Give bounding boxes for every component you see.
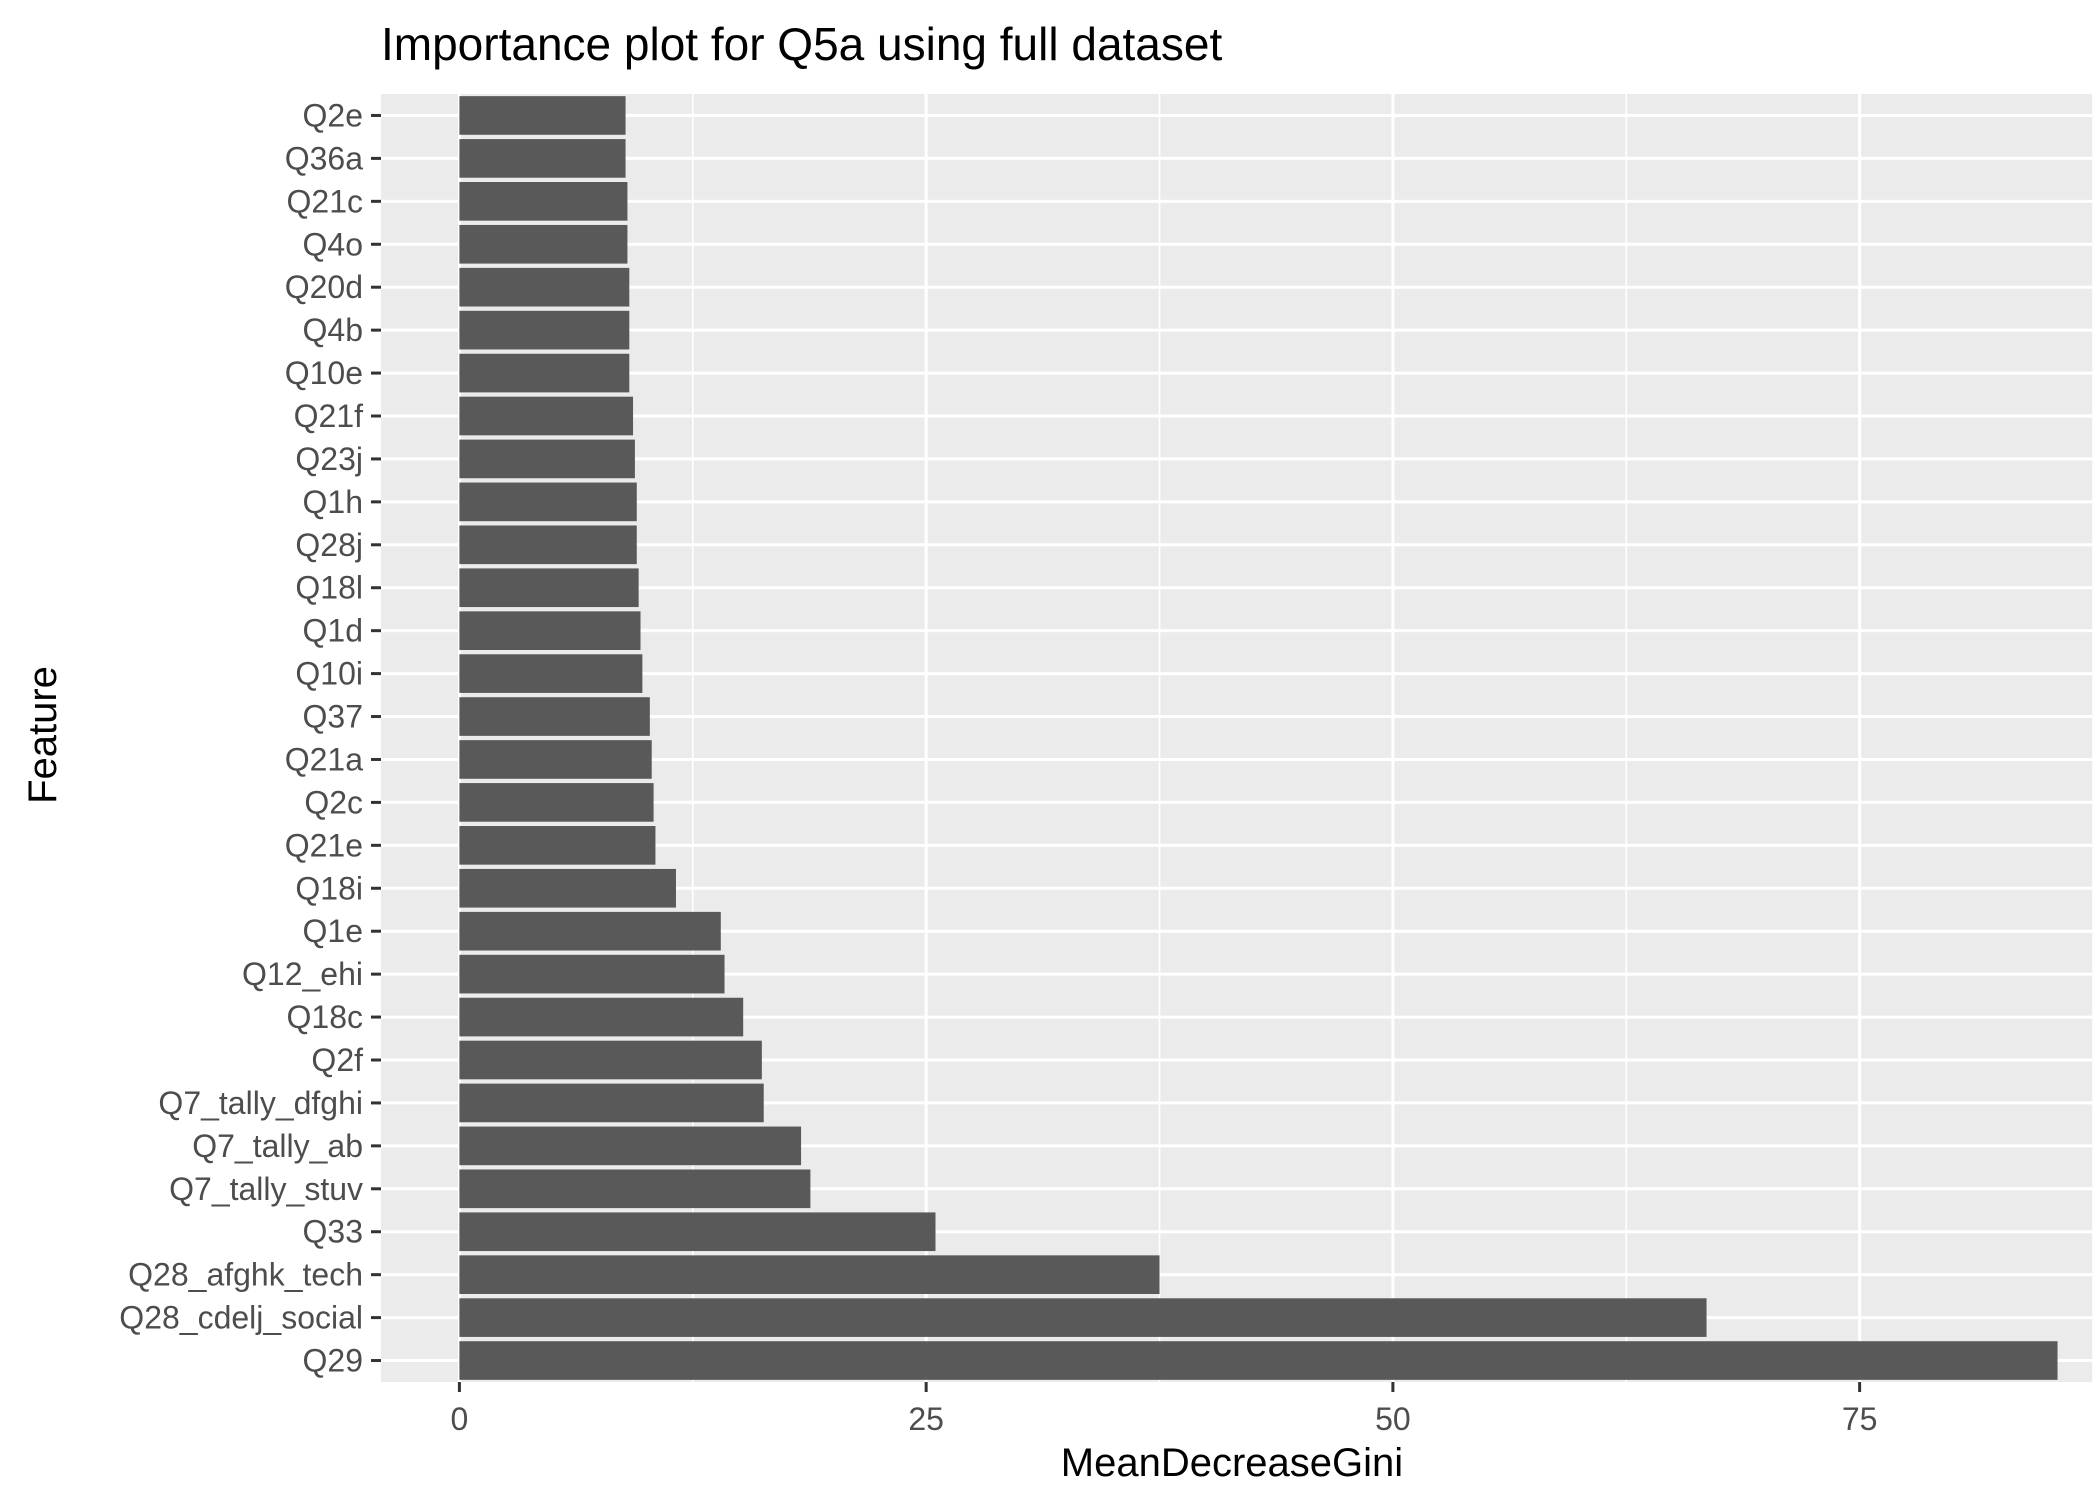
- y-tick-label: Q28_cdelj_social: [119, 1300, 363, 1336]
- y-tick-label: Q23j: [295, 441, 363, 477]
- y-tick-label: Q1e: [303, 913, 363, 949]
- bar-Q29: [459, 1341, 2058, 1380]
- bar-Q1d: [459, 611, 641, 650]
- y-axis: Q2e Q36a Q21c Q4o Q20d Q4b Q10e Q21f Q23j Q1h Q28j…: [119, 97, 381, 1379]
- y-tick-label: Q1d: [303, 613, 363, 649]
- y-tick-label: Q1h: [303, 484, 363, 520]
- bar-Q21c: [459, 182, 628, 221]
- bar-Q2f: [459, 1040, 762, 1080]
- y-tick-label: Q4o: [303, 226, 363, 262]
- bar-Q28_cdelj_social: [459, 1298, 1707, 1337]
- bar-Q18c: [459, 997, 744, 1037]
- bar-Q20d: [459, 267, 630, 307]
- bar-Q33: [459, 1212, 936, 1252]
- bar-Q21f: [459, 396, 634, 436]
- x-axis: 0 25 50 75: [451, 1382, 1878, 1437]
- y-tick-label: Q10i: [295, 656, 363, 692]
- y-tick-label: Q7_tally_dfghi: [158, 1085, 363, 1121]
- bar-Q7_tally_ab: [459, 1126, 802, 1166]
- x-tick-label: 25: [908, 1401, 944, 1437]
- x-axis-title: MeanDecreaseGini: [1061, 1441, 1403, 1485]
- bar-Q28j: [459, 525, 637, 565]
- y-tick-label: Q18i: [295, 870, 363, 906]
- bar-Q4o: [459, 224, 628, 264]
- y-tick-label: Q28_afghk_tech: [128, 1257, 363, 1293]
- plot-panel: [381, 94, 2093, 1382]
- y-tick-label: Q33: [303, 1214, 363, 1250]
- bars: [459, 96, 2058, 1380]
- bar-Q2c: [459, 783, 654, 822]
- bar-Q7_tally_stuv: [459, 1169, 811, 1209]
- bar-Q18l: [459, 568, 639, 608]
- bar-Q28_afghk_tech: [459, 1255, 1160, 1294]
- major-gridlines: [381, 94, 2093, 1382]
- bar-Q10i: [459, 654, 643, 693]
- x-tick-label: 0: [451, 1401, 469, 1437]
- y-tick-label: Q7_tally_stuv: [169, 1171, 363, 1207]
- y-tick-label: Q36a: [285, 140, 363, 176]
- bar-Q10e: [459, 353, 630, 393]
- minor-gridlines: [691, 94, 2094, 1382]
- y-tick-label: Q2f: [311, 1042, 363, 1078]
- y-tick-label: Q12_ehi: [242, 956, 363, 992]
- y-tick-label: Q2e: [303, 97, 363, 133]
- y-tick-label: Q18c: [287, 999, 363, 1035]
- y-tick-label: Q7_tally_ab: [192, 1128, 363, 1164]
- bar-Q23j: [459, 439, 635, 479]
- y-tick-label: Q29: [303, 1343, 363, 1379]
- y-tick-label: Q18l: [295, 570, 363, 606]
- y-tick-label: Q2c: [304, 784, 363, 820]
- chart-title: Importance plot for Q5a using full datas…: [381, 18, 1222, 70]
- y-tick-label: Q28j: [295, 527, 363, 563]
- x-tick-label: 75: [1842, 1401, 1878, 1437]
- bar-Q1h: [459, 482, 637, 522]
- bar-Q4b: [459, 310, 630, 350]
- bar-Q12_ehi: [459, 954, 725, 994]
- y-axis-title: Feature: [21, 666, 65, 804]
- y-tick-label: Q4b: [303, 312, 363, 348]
- bar-Q1e: [459, 911, 721, 951]
- y-tick-label: Q21e: [285, 827, 363, 863]
- y-tick-label: Q21f: [294, 398, 363, 434]
- bar-Q21e: [459, 826, 656, 865]
- bar-Q2e: [459, 96, 626, 135]
- y-tick-label: Q20d: [285, 269, 363, 305]
- y-tick-label: Q21c: [287, 183, 363, 219]
- x-tick-label: 50: [1375, 1401, 1411, 1437]
- y-tick-label: Q37: [303, 699, 363, 735]
- y-tick-label: Q10e: [285, 355, 363, 391]
- bar-Q18i: [459, 868, 676, 908]
- bar-Q36a: [459, 139, 626, 178]
- bar-Q7_tally_dfghi: [459, 1083, 764, 1123]
- bar-Q37: [459, 697, 650, 736]
- bar-Q21a: [459, 740, 652, 779]
- y-tick-label: Q21a: [285, 741, 363, 777]
